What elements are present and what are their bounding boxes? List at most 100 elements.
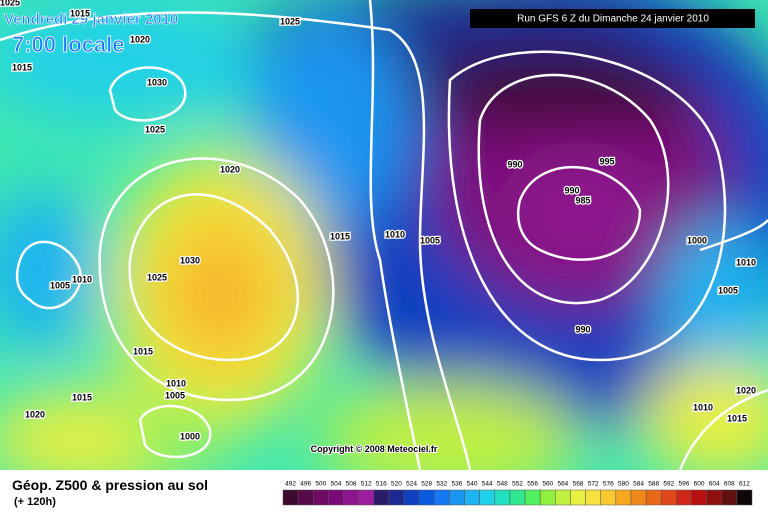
isobar-label: 1005 — [165, 390, 185, 400]
legend-swatch — [721, 489, 738, 506]
isobar-label: 1010 — [72, 274, 92, 284]
legend-swatch — [706, 489, 722, 506]
legend-value: 512 — [361, 481, 372, 488]
map-area — [0, 0, 768, 470]
legend-swatch — [313, 489, 329, 506]
run-info: Run GFS 6 Z du Dimanche 24 janvier 2010 — [517, 14, 709, 25]
isobar-label: 1030 — [147, 77, 167, 87]
legend-value: 604 — [709, 481, 720, 488]
legend-value: 568 — [573, 481, 584, 488]
legend-value: 548 — [497, 481, 508, 488]
run-box — [470, 9, 755, 28]
legend-swatch — [494, 489, 511, 506]
legend-swatch — [736, 489, 753, 506]
legend-swatch — [555, 489, 571, 506]
legend-value: 552 — [512, 481, 523, 488]
legend-value: 580 — [618, 481, 629, 488]
legend-value: 532 — [436, 481, 447, 488]
legend-value: 572 — [588, 481, 599, 488]
isobar-label: 1015 — [330, 231, 350, 241]
legend-subtitle: (+ 120h) — [14, 496, 56, 508]
isobar-label: 1010 — [166, 378, 186, 388]
legend-swatch — [434, 489, 450, 506]
isobar-label: 1025 — [0, 0, 20, 7]
legend-value: 528 — [421, 481, 432, 488]
isobar-label: 1015 — [72, 392, 92, 402]
legend-swatch — [630, 489, 647, 506]
legend-value: 516 — [376, 481, 387, 488]
legend-swatch — [449, 489, 465, 506]
isobar-label: 1030 — [180, 255, 200, 265]
legend-value: 596 — [678, 481, 689, 488]
isobar-lines — [0, 0, 768, 470]
legend-value: 540 — [467, 481, 478, 488]
legend-value: 524 — [406, 481, 417, 488]
legend-swatch — [403, 489, 420, 506]
legend-value: 560 — [542, 481, 553, 488]
legend-swatch — [343, 489, 359, 506]
isobar-label: 1020 — [736, 385, 756, 395]
date: Vendredi 29 janvier 2010 — [4, 11, 178, 28]
legend-swatch — [645, 489, 662, 506]
legend-value: 536 — [452, 481, 463, 488]
isobar-label: 1005 — [50, 280, 70, 290]
isobar-label: 1020 — [220, 164, 240, 174]
legend-value: 492 — [285, 481, 296, 488]
legend-value: 544 — [482, 481, 493, 488]
legend-value: 500 — [315, 481, 326, 488]
legend-title: Géop. Z500 & pression au sol — [12, 477, 208, 493]
isobar-label: 1010 — [736, 257, 756, 267]
legend-value: 600 — [694, 481, 705, 488]
legend-swatch — [570, 489, 586, 506]
isobar-label: 990 — [575, 324, 590, 334]
isobar-label: 1010 — [693, 402, 713, 412]
isobar-label: 1010 — [385, 229, 405, 239]
isobar-label: 1015 — [727, 413, 747, 423]
legend-value: 584 — [633, 481, 644, 488]
isobar-label: 985 — [575, 195, 590, 205]
legend-value: 520 — [391, 481, 402, 488]
isobar-label: 1000 — [687, 235, 707, 245]
legend-swatch — [660, 489, 677, 506]
legend-value: 508 — [346, 481, 357, 488]
legend-swatch — [373, 489, 390, 506]
legend-swatch — [600, 489, 617, 506]
legend-value: 556 — [527, 481, 538, 488]
legend-swatch — [615, 489, 632, 506]
legend-swatch — [676, 489, 692, 506]
legend-swatch — [282, 489, 299, 506]
isobar-label: 1020 — [25, 409, 45, 419]
legend-swatch — [524, 489, 541, 506]
isobar-label: 1015 — [12, 62, 32, 72]
isobar-label: 1020 — [130, 34, 150, 44]
copyright: Copyright © 2008 Meteociel.fr — [311, 444, 438, 454]
legend-swatch — [539, 489, 556, 506]
isobar-label: 1015 — [133, 346, 153, 356]
legend-scale: 492 496 500 504 508 512 516 520 524 528 532 536 540 5… — [282, 481, 753, 506]
legend-value: 592 — [663, 481, 674, 488]
legend-value: 564 — [557, 481, 568, 488]
legend-swatch — [691, 489, 707, 506]
legend-value: 496 — [300, 481, 311, 488]
isobar-label: 1025 — [280, 16, 300, 26]
isobar-label: 1000 — [180, 431, 200, 441]
legend-swatch — [418, 489, 435, 506]
isobar-label: 1025 — [145, 124, 165, 134]
isobar-label: 990 — [564, 185, 579, 195]
legend-swatch — [464, 489, 480, 506]
legend-swatch — [585, 489, 601, 506]
legend-swatch — [358, 489, 375, 506]
legend-swatch — [479, 489, 496, 506]
isobar-label: 1015 — [70, 8, 90, 18]
isobar-label: 990 — [507, 159, 522, 169]
legend-value: 612 — [739, 481, 750, 488]
time: 7:00 locale — [12, 32, 125, 57]
isobar-label: 995 — [599, 156, 614, 166]
legend-value: 576 — [603, 481, 614, 488]
isobar-label: 1005 — [718, 285, 738, 295]
legend-swatch — [388, 489, 405, 506]
isobar-label: 1025 — [147, 272, 167, 282]
legend-swatch — [328, 489, 344, 506]
